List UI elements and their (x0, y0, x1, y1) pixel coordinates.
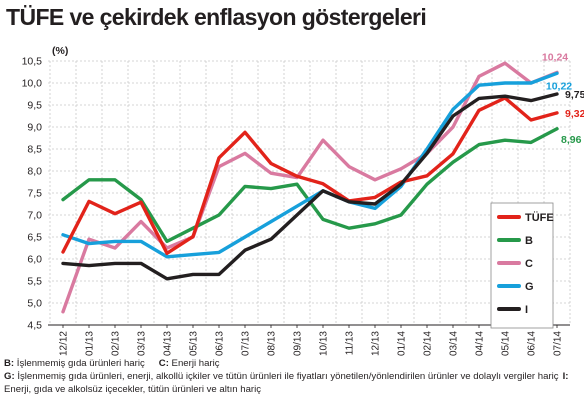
y-tick-label: 6,0 (27, 254, 42, 266)
x-tick-label: 01/13 (85, 331, 96, 356)
x-tick-label: 02/13 (111, 331, 122, 356)
x-tick-label: 03/13 (137, 331, 148, 356)
series-line (61, 61, 559, 314)
x-tick-label: 01/14 (397, 331, 408, 356)
x-tick-label: 11/13 (345, 331, 356, 356)
x-tick-label: 05/14 (501, 331, 512, 356)
footnote-c-key: C: (158, 358, 169, 369)
footnote-g-text: İşlenmemiş gıda ürünleri, enerji, alkoll… (14, 371, 559, 382)
x-tick-label: 04/13 (163, 331, 174, 356)
legend-label: G (525, 281, 534, 293)
y-tick-label: 6,5 (27, 232, 42, 244)
y-tick-label: 5,5 (27, 276, 42, 288)
y-tick-label: 10,0 (22, 78, 43, 90)
y-tick-label: 7,5 (27, 188, 42, 200)
footnote-g-key: G: (4, 371, 15, 382)
footnote-c-text: Enerji hariç (168, 358, 220, 369)
legend-label: B (525, 235, 533, 247)
y-tick-label: 8,5 (27, 144, 42, 156)
series-line (61, 71, 559, 259)
y-tick-label: 5,0 (27, 298, 42, 310)
series-end-label: 9,75 (565, 89, 584, 101)
series-end-label: 10,22 (546, 80, 572, 92)
footnote-i-text: Enerji, gıda ve alkolsüz içecekler, tütü… (4, 384, 262, 395)
x-tick-label: 04/14 (475, 331, 486, 356)
x-tick-label: 03/14 (449, 331, 460, 356)
x-tick-label: 12/13 (371, 331, 382, 356)
footnote-b-key: B: (4, 358, 15, 369)
y-tick-label: 9,5 (27, 100, 42, 112)
footnote-i-key: I: (562, 371, 569, 382)
x-tick-label: 06/13 (215, 331, 226, 356)
y-tick-label: 4,5 (27, 320, 42, 332)
x-tick-label: 10/13 (319, 331, 330, 356)
x-tick-label: 06/14 (527, 331, 538, 356)
x-tick-label: 07/13 (241, 331, 252, 356)
y-tick-label: 7,0 (27, 210, 42, 222)
chart-title: TÜFE ve çekirdek enflasyon göstergeleri (6, 4, 427, 30)
y-tick-label: 9,0 (27, 122, 42, 134)
series-line (61, 96, 559, 256)
unit-label: (%) (52, 45, 68, 57)
x-tick-label: 12/12 (59, 331, 70, 356)
y-tick-label: 10,5 (22, 56, 43, 68)
legend-label: C (525, 258, 533, 270)
chart-footnotes: B: İşlenmemiş gıda ürünleri hariç C: Ener… (4, 357, 582, 396)
series-end-label: 8,96 (561, 134, 582, 146)
footnote-line-1: B: İşlenmemiş gıda ürünleri hariç C: Ener… (4, 357, 582, 370)
series-end-label: 10,24 (542, 51, 568, 63)
footnote-b-text: İşlenmemiş gıda ürünleri hariç (14, 358, 145, 369)
y-tick-label: 8,0 (27, 166, 42, 178)
x-tick-label: 05/13 (189, 331, 200, 356)
x-tick-label: 09/13 (293, 331, 304, 356)
series-end-label: 9,32 (565, 108, 584, 120)
legend-label: I (525, 304, 528, 316)
x-tick-label: 08/13 (267, 331, 278, 356)
legend-label: TÜFE (525, 211, 554, 224)
footnote-line-2: G: İşlenmemiş gıda ürünleri, enerji, alk… (4, 370, 582, 396)
x-tick-label: 02/14 (423, 331, 434, 356)
series-line (61, 92, 559, 281)
x-tick-label: 07/14 (553, 331, 564, 356)
